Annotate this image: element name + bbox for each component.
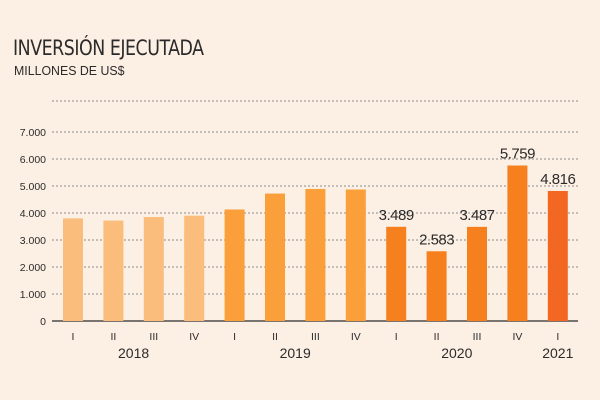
bar — [143, 217, 164, 321]
quarter-label: III — [473, 331, 482, 343]
chart-title: INVERSIÓN EJECUTADA — [13, 36, 204, 60]
year-label: 2019 — [280, 345, 311, 361]
bar — [224, 209, 245, 321]
data-label: 4.816 — [540, 171, 575, 188]
quarter-label: I — [233, 331, 236, 343]
quarter-label: II — [272, 331, 278, 343]
y-tick-label: 1.000 — [20, 289, 46, 301]
bar — [345, 189, 366, 321]
quarter-label: I — [395, 331, 398, 343]
chart-subtitle: MILLONES DE US$ — [14, 63, 125, 78]
quarter-label: IV — [351, 331, 361, 343]
quarter-label: II — [434, 331, 440, 343]
data-label: 3.487 — [459, 207, 494, 224]
data-label: 5.759 — [500, 146, 535, 163]
quarter-label: III — [311, 331, 320, 343]
quarter-label: I — [72, 331, 75, 343]
quarter-label: IV — [512, 331, 522, 343]
y-tick-label: 6.000 — [20, 154, 46, 166]
year-label: 2020 — [441, 345, 472, 361]
y-tick-label: 3.000 — [20, 235, 46, 247]
bar — [426, 251, 447, 321]
quarter-label: I — [556, 331, 559, 343]
y-tick-label: 7.000 — [20, 127, 46, 139]
bar — [184, 215, 205, 321]
bar — [305, 188, 326, 321]
data-label: 2.583 — [419, 231, 454, 248]
y-tick-label: 0 — [40, 316, 46, 328]
year-label: 2021 — [542, 345, 573, 361]
bar — [63, 218, 83, 321]
y-tick-label: 2.000 — [20, 262, 46, 274]
bar — [467, 226, 487, 321]
bar — [103, 220, 124, 321]
quarter-label: II — [110, 331, 116, 343]
data-label: 3.489 — [379, 207, 414, 224]
bar — [507, 165, 528, 321]
year-label: 2018 — [118, 345, 149, 361]
quarter-label: IV — [189, 331, 199, 343]
bar — [386, 226, 407, 321]
y-tick-label: 5.000 — [20, 181, 46, 193]
bar — [547, 190, 568, 321]
quarter-label: III — [149, 331, 158, 343]
bar — [265, 193, 285, 321]
y-tick-label: 4.000 — [20, 208, 46, 220]
